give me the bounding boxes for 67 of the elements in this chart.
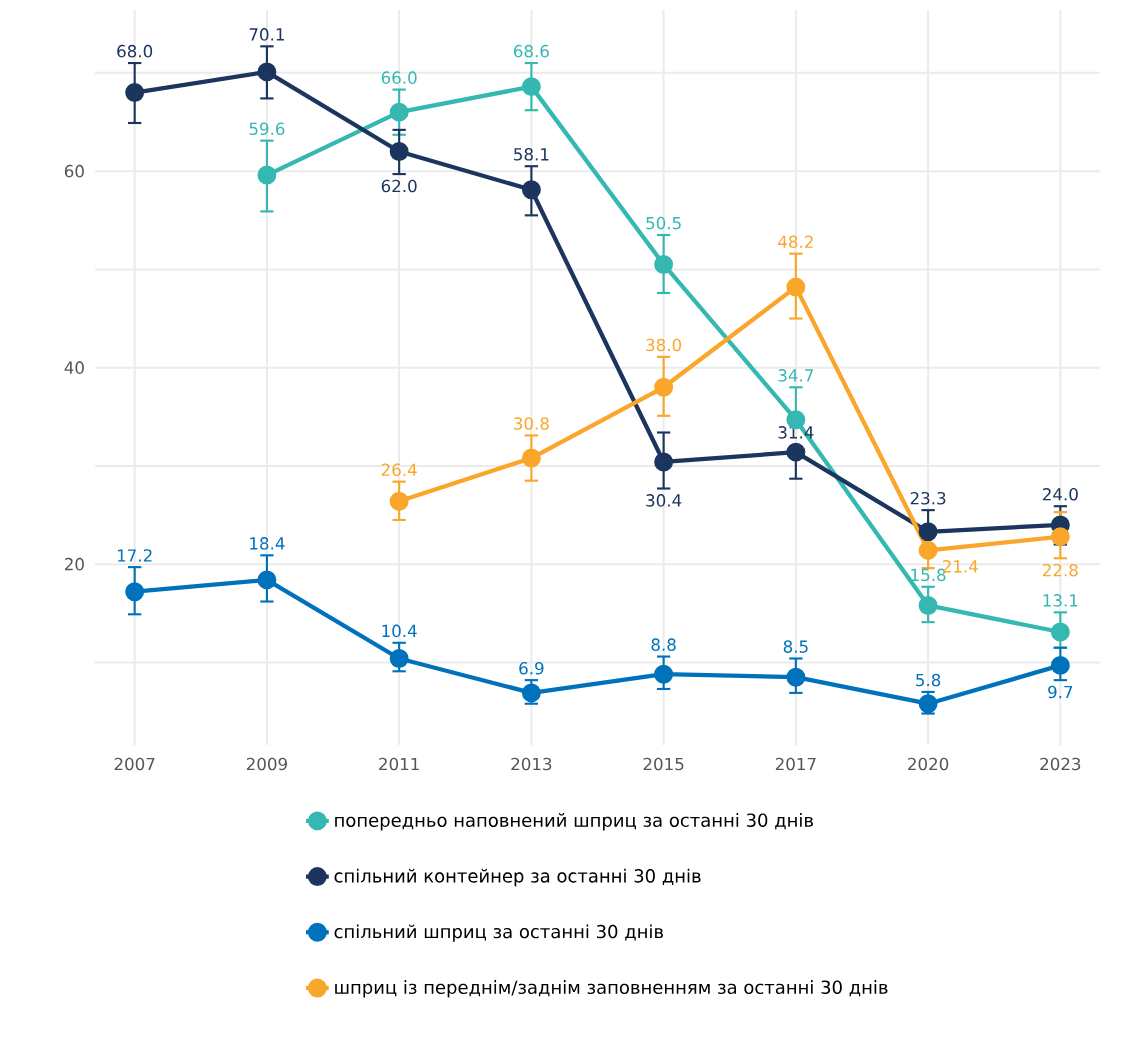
y-tick-label: 40	[64, 361, 84, 374]
data-label: 22.8	[1043, 563, 1078, 577]
point	[389, 142, 409, 161]
data-label: 50.5	[646, 216, 681, 230]
point	[389, 102, 409, 122]
data-label: 8.8	[651, 638, 676, 651]
point	[786, 667, 806, 687]
point	[1050, 527, 1070, 547]
point	[125, 83, 145, 102]
data-label: 26.4	[381, 463, 417, 477]
data-label: 34.7	[778, 369, 813, 382]
point	[257, 62, 277, 82]
data-label: 62.0	[381, 179, 417, 193]
data-label: 58.1	[514, 148, 549, 161]
data-label: 6.9	[519, 661, 544, 675]
data-label: 8.5	[783, 640, 808, 653]
point	[654, 255, 674, 274]
x-tick-label: 2013	[511, 757, 552, 771]
x-tick-label: 2020	[908, 757, 949, 771]
point	[257, 165, 277, 185]
point	[1050, 622, 1070, 642]
legend-label: попередньо наповнений шприц за останні 30 днів	[335, 813, 813, 831]
legend-label: спільний шприц за останні 30 днів	[334, 924, 664, 942]
data-label: 38.0	[646, 338, 682, 352]
point	[786, 277, 806, 297]
data-label: 66.0	[381, 71, 417, 84]
data-label: 23.3	[910, 491, 946, 505]
point	[786, 442, 806, 462]
data-label: 68.6	[514, 44, 549, 58]
point	[918, 522, 938, 542]
data-label: 30.4	[646, 494, 682, 507]
x-tick-label: 2011	[379, 757, 419, 771]
x-tick-label: 2009	[246, 757, 287, 771]
legend-label: спільний контейнер за останні 30 днів	[334, 868, 701, 887]
data-label: 13.1	[1043, 594, 1078, 607]
data-label: 59.6	[249, 122, 285, 136]
x-tick-label: 2007	[114, 757, 155, 771]
data-label: 30.8	[514, 417, 549, 430]
point	[257, 570, 277, 590]
point	[125, 582, 145, 602]
point	[654, 377, 674, 397]
point	[918, 694, 938, 714]
data-label: 17.2	[117, 549, 152, 562]
x-tick-label: 2017	[775, 757, 816, 771]
data-label: 5.8	[916, 673, 941, 687]
y-tick-label: 60	[64, 164, 84, 178]
point	[521, 77, 541, 97]
data-label: 48.2	[778, 235, 813, 249]
legend-label: шприц із переднім/заднім заповненням за останні 30 днів	[335, 980, 888, 998]
point	[521, 180, 541, 200]
point	[654, 664, 674, 684]
data-label: 18.4	[250, 537, 285, 550]
point	[521, 448, 541, 468]
y-tick-label: 20	[64, 557, 84, 571]
data-label: 68.0	[117, 44, 153, 58]
data-label: 9.7	[1048, 685, 1073, 699]
x-tick-label: 2015	[643, 757, 684, 771]
point	[918, 540, 938, 560]
point	[1050, 655, 1070, 675]
data-label: 70.1	[249, 28, 284, 41]
point	[389, 491, 409, 511]
x-tick-label: 2023	[1040, 757, 1081, 771]
data-label: 24.0	[1043, 487, 1078, 501]
point	[389, 649, 409, 668]
data-label: 10.4	[382, 624, 417, 638]
point	[654, 452, 674, 472]
point	[918, 595, 938, 615]
